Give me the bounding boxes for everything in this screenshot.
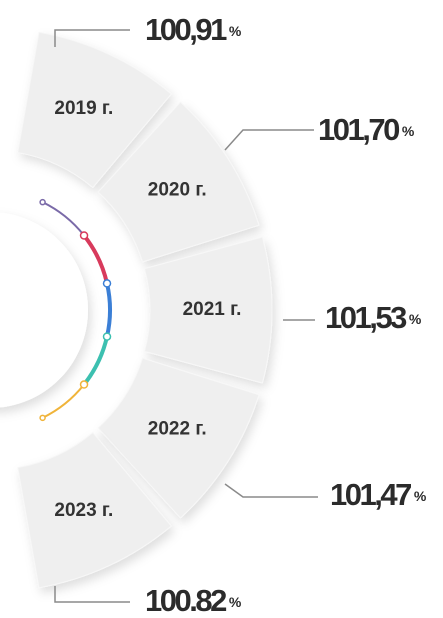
unit: % [402, 123, 415, 139]
segment [17, 432, 172, 589]
value-label: 100,91% [145, 12, 242, 47]
segments [17, 31, 273, 589]
year-label: 2021 г. [183, 299, 242, 320]
year-label: 2019 г. [54, 98, 113, 119]
arc-piece [42, 201, 85, 237]
arc-piece [42, 383, 85, 419]
arc-dot [102, 332, 112, 341]
value: 100.82 [145, 583, 226, 618]
arc-piece [82, 234, 109, 284]
arc-dot [79, 231, 89, 240]
unit: % [229, 23, 242, 39]
unit: % [409, 311, 422, 327]
year-label: 2023 г. [54, 500, 113, 521]
leader-line [224, 483, 318, 498]
value-label: 101,53% [325, 300, 422, 335]
arc-dot [39, 414, 46, 422]
value-label: 101,47% [330, 477, 427, 512]
leader-line [54, 586, 130, 603]
year-label: 2020 г. [148, 180, 207, 201]
inner-arc [0, 198, 112, 422]
segment [97, 357, 260, 519]
value: 101,70 [318, 112, 399, 147]
value: 101,53 [325, 300, 407, 335]
arc-dot [102, 279, 112, 288]
value-label: 100.82% [145, 583, 242, 618]
arc-dot [39, 198, 46, 206]
leader-line [224, 129, 314, 151]
segment [97, 101, 260, 263]
segment [17, 31, 172, 188]
arc-piece [105, 282, 112, 338]
inner-disc [0, 212, 88, 408]
leader-line [54, 29, 130, 47]
arc-piece [82, 336, 109, 386]
unit: % [229, 594, 242, 610]
value-label: 101,70% [318, 112, 415, 147]
arc-dot [79, 380, 89, 389]
value: 100,91 [145, 12, 227, 47]
labels: 2019 г. 100,91 % 2020 г. 101,70 % 2021 г. 101,5… [54, 12, 427, 618]
unit: % [414, 488, 427, 504]
value: 101,47 [330, 477, 411, 512]
segment [144, 236, 273, 384]
year-label: 2022 г. [148, 418, 207, 439]
